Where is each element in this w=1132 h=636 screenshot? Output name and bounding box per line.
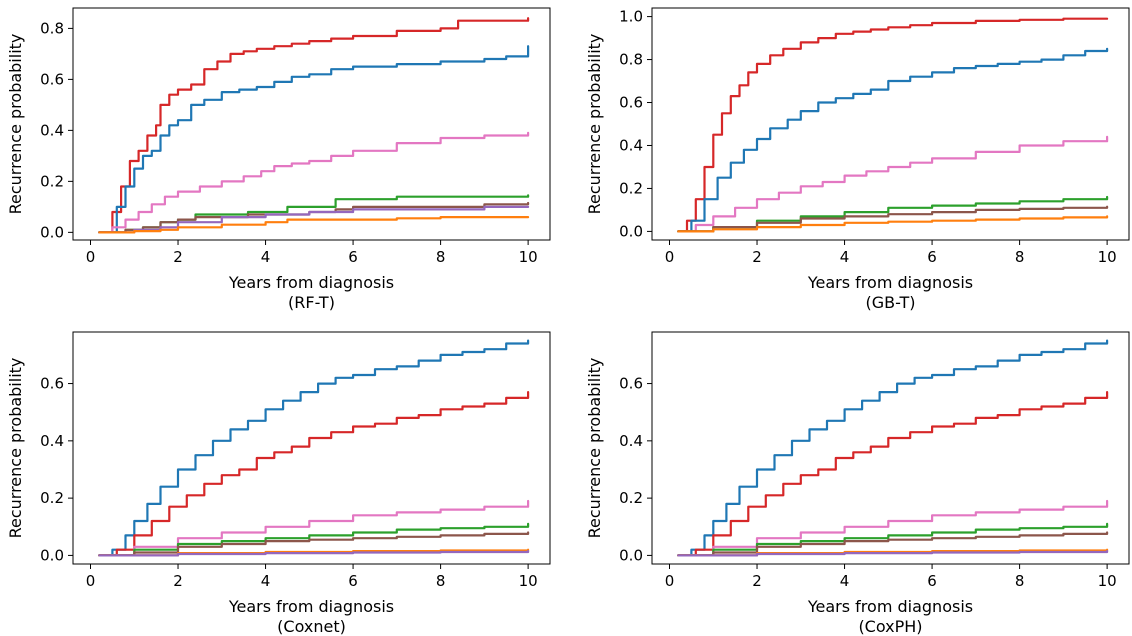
series-line-purple bbox=[677, 550, 1109, 557]
y-tick-label: 0.6 bbox=[40, 70, 64, 88]
x-tick-label: 8 bbox=[1015, 248, 1025, 266]
x-tick-label: 4 bbox=[261, 572, 271, 590]
series-line-brown bbox=[98, 531, 530, 557]
series-line-red bbox=[677, 17, 1109, 233]
x-tick-label: 8 bbox=[436, 248, 446, 266]
y-tick-label: 0.4 bbox=[619, 136, 643, 154]
y-tick-label: 0.0 bbox=[619, 222, 643, 240]
series-line-pink bbox=[677, 135, 1109, 233]
x-tick-label: 2 bbox=[752, 248, 762, 266]
series-line-pink bbox=[98, 131, 530, 234]
series-line-blue bbox=[677, 339, 1109, 557]
x-tick-label: 0 bbox=[86, 572, 96, 590]
y-tick-label: 0.4 bbox=[40, 432, 64, 450]
x-tick-label: 2 bbox=[173, 572, 183, 590]
panel-model-label: (Coxnet) bbox=[277, 617, 346, 636]
x-tick-label: 4 bbox=[261, 248, 271, 266]
y-tick-label: 0.8 bbox=[40, 19, 64, 37]
series-line-brown bbox=[677, 205, 1109, 233]
x-tick-label: 8 bbox=[1015, 572, 1025, 590]
axes-frame bbox=[651, 331, 1130, 565]
y-tick-label: 0.2 bbox=[619, 179, 643, 197]
axes-frame bbox=[72, 331, 551, 565]
chart-panel-1: 0 2 4 6 8 10 0.0 0.2 0.4 0.6 0.8 Years from diagnos… bbox=[6, 7, 551, 312]
axes-frame bbox=[72, 7, 551, 241]
x-axis-label: Years from diagnosis bbox=[807, 273, 973, 292]
panel-model-label: (RF-T) bbox=[288, 293, 335, 312]
chart-panel-3: 0 2 4 6 8 10 0.0 0.2 0.4 0.6 Years from diagnosis(… bbox=[6, 331, 551, 636]
y-axis-label: Recurrence probability bbox=[6, 358, 25, 539]
series-line-red bbox=[677, 391, 1109, 557]
y-tick-label: 0.2 bbox=[619, 489, 643, 507]
x-tick-label: 10 bbox=[1098, 248, 1117, 266]
x-tick-label: 6 bbox=[927, 248, 937, 266]
y-tick-label: 1.0 bbox=[619, 8, 643, 26]
chart-panel-4: 0 2 4 6 8 10 0.0 0.2 0.4 0.6 Years from diagnosis(… bbox=[585, 331, 1130, 636]
y-tick-label: 0.4 bbox=[619, 432, 643, 450]
y-tick-label: 0.0 bbox=[619, 546, 643, 564]
series-line-purple bbox=[98, 550, 530, 557]
x-tick-label: 10 bbox=[519, 572, 538, 590]
chart-panel-2: 0 2 4 6 8 10 0.0 0.2 0.4 0.6 0.8 1.0 Years from diag… bbox=[585, 7, 1130, 312]
y-tick-label: 0.6 bbox=[619, 94, 643, 112]
y-tick-label: 0.4 bbox=[40, 121, 64, 139]
y-tick-label: 0.6 bbox=[619, 375, 643, 393]
x-tick-label: 0 bbox=[665, 572, 675, 590]
y-axis-label: Recurrence probability bbox=[6, 34, 25, 215]
series-line-blue bbox=[98, 45, 530, 234]
y-tick-label: 0.2 bbox=[40, 172, 64, 190]
x-axis-label: Years from diagnosis bbox=[807, 597, 973, 616]
x-tick-label: 2 bbox=[752, 572, 762, 590]
x-tick-label: 6 bbox=[348, 248, 358, 266]
y-tick-label: 0.0 bbox=[40, 546, 64, 564]
y-axis-label: Recurrence probability bbox=[585, 358, 604, 539]
y-axis-label: Recurrence probability bbox=[585, 34, 604, 215]
y-tick-label: 0.8 bbox=[619, 51, 643, 69]
x-axis-label: Years from diagnosis bbox=[228, 597, 394, 616]
y-tick-label: 0.0 bbox=[40, 223, 64, 241]
series-line-red bbox=[98, 17, 530, 234]
series-line-brown bbox=[98, 201, 530, 234]
series-line-blue bbox=[677, 47, 1109, 233]
series-line-brown bbox=[677, 531, 1109, 557]
y-tick-label: 0.6 bbox=[40, 375, 64, 393]
x-tick-label: 6 bbox=[927, 572, 937, 590]
x-tick-label: 0 bbox=[665, 248, 675, 266]
series-line-blue bbox=[98, 339, 530, 557]
panel-model-label: (CoxPH) bbox=[858, 617, 922, 636]
axes-frame bbox=[651, 7, 1130, 241]
panel-model-label: (GB-T) bbox=[866, 293, 916, 312]
x-axis-label: Years from diagnosis bbox=[228, 273, 394, 292]
x-tick-label: 8 bbox=[436, 572, 446, 590]
x-tick-label: 0 bbox=[86, 248, 96, 266]
series-line-orange bbox=[677, 215, 1109, 233]
x-tick-label: 2 bbox=[173, 248, 183, 266]
x-tick-label: 4 bbox=[840, 572, 850, 590]
y-tick-label: 0.2 bbox=[40, 489, 64, 507]
series-line-orange bbox=[98, 216, 530, 234]
x-tick-label: 10 bbox=[1098, 572, 1117, 590]
series-line-red bbox=[98, 391, 530, 557]
x-tick-label: 4 bbox=[840, 248, 850, 266]
x-tick-label: 6 bbox=[348, 572, 358, 590]
x-tick-label: 10 bbox=[519, 248, 538, 266]
